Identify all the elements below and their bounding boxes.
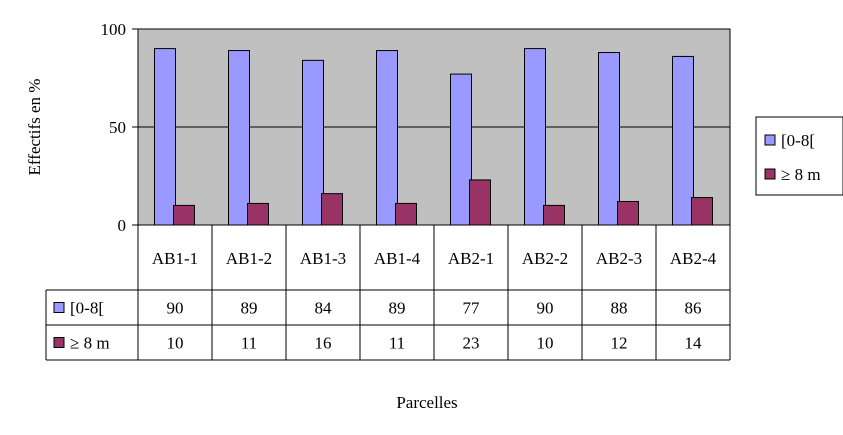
bar-[0-8[ xyxy=(450,73,472,226)
table-legend-key xyxy=(53,337,65,348)
y-axis-ticks: 0 50 100 xyxy=(101,20,138,235)
bar-≥ 8 m xyxy=(173,204,195,226)
bar-[0-8[ xyxy=(302,59,324,226)
table-legend-key xyxy=(53,302,65,313)
bars xyxy=(154,48,713,226)
legend-key xyxy=(764,134,776,146)
bar-≥ 8 m xyxy=(469,179,491,226)
bar-[0-8[ xyxy=(672,55,694,226)
data-label: 12 xyxy=(611,334,628,353)
data-table: AB1-1 AB1-2 AB1-3 AB1-4 AB2-1 AB2-2 AB2-3 AB2-4… xyxy=(45,224,731,361)
data-label: 89 xyxy=(389,299,406,318)
bar-≥ 8 m xyxy=(321,193,343,226)
data-label: 90 xyxy=(167,299,184,318)
bar-[0-8[ xyxy=(228,50,250,226)
bar-≥ 8 m xyxy=(617,200,639,226)
category-label: AB2-2 xyxy=(522,249,568,268)
bar-≥ 8 m xyxy=(691,197,713,226)
legend-label: ≥ 8 m xyxy=(781,165,821,184)
bar-≥ 8 m xyxy=(247,202,269,226)
y-tick-label: 100 xyxy=(101,20,127,39)
y-axis-label: Effectifs en % xyxy=(25,79,44,176)
x-axis-label: Parcelles xyxy=(396,393,457,412)
data-label: 84 xyxy=(315,299,333,318)
data-label: 11 xyxy=(389,334,405,353)
data-label: 77 xyxy=(463,299,481,318)
legend-box xyxy=(755,116,843,196)
bar-[0-8[ xyxy=(598,52,620,226)
category-label: AB1-1 xyxy=(152,249,198,268)
data-label: 90 xyxy=(537,299,554,318)
category-label: AB1-4 xyxy=(374,249,421,268)
data-label: 10 xyxy=(167,334,184,353)
legend: [0-8[ ≥ 8 m xyxy=(755,116,843,196)
data-label: 88 xyxy=(611,299,628,318)
table-series-label: ≥ 8 m xyxy=(70,334,110,353)
data-label: 10 xyxy=(537,334,554,353)
data-label: 16 xyxy=(315,334,332,353)
bar-≥ 8 m xyxy=(395,202,417,226)
legend-label: [0-8[ xyxy=(781,131,815,150)
data-label: 11 xyxy=(241,334,257,353)
bar-≥ 8 m xyxy=(543,204,565,226)
category-label: AB1-2 xyxy=(226,249,272,268)
category-label: AB1-3 xyxy=(300,249,346,268)
legend-key xyxy=(764,168,776,180)
category-label: AB2-3 xyxy=(596,249,642,268)
data-label: 23 xyxy=(463,334,480,353)
bar-[0-8[ xyxy=(376,50,398,226)
y-tick-label: 0 xyxy=(118,216,127,235)
data-label: 14 xyxy=(685,334,703,353)
bar-[0-8[ xyxy=(154,48,176,226)
table-series-label: [0-8[ xyxy=(70,299,104,318)
category-label: AB2-1 xyxy=(448,249,494,268)
data-label: 86 xyxy=(685,299,702,318)
category-label: AB2-4 xyxy=(670,249,717,268)
data-label: 89 xyxy=(241,299,258,318)
bar-[0-8[ xyxy=(524,48,546,226)
y-tick-label: 50 xyxy=(109,118,126,137)
